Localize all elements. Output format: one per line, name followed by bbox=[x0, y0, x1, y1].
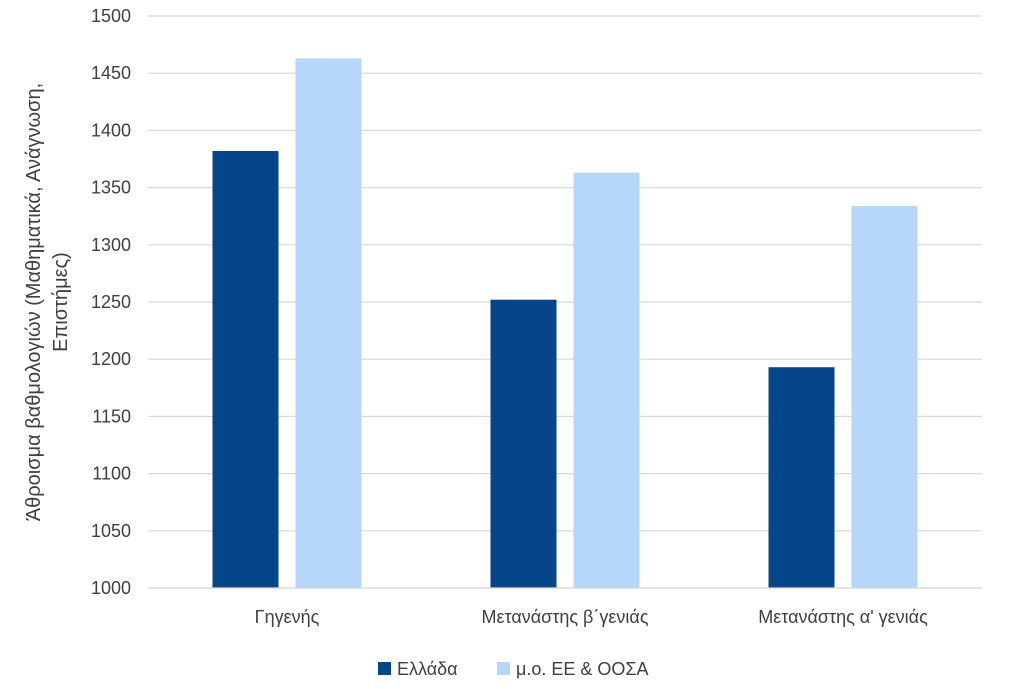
y-axis-label: Άθροισμα βαθμολογιών (Μαθηματικά, Ανάγνω… bbox=[23, 83, 72, 521]
y-axis-label-line: Επιστήμες) bbox=[50, 252, 72, 352]
gridlines bbox=[148, 15, 982, 589]
legend-swatch-greece bbox=[378, 662, 391, 675]
y-tick-label: 1200 bbox=[91, 349, 131, 369]
y-tick-label: 1050 bbox=[91, 521, 131, 541]
y-tick-labels: 1000 1050 1100 1150 1200 1250 1300 1350 1400 1450… bbox=[91, 6, 131, 598]
y-tick-label: 1350 bbox=[91, 178, 131, 198]
bar-greece bbox=[490, 299, 557, 588]
y-tick-label: 1250 bbox=[91, 292, 131, 312]
y-tick-label: 1450 bbox=[91, 63, 131, 83]
legend-label: Ελλάδα bbox=[397, 659, 458, 679]
legend-swatch-eu-oecd-average bbox=[497, 662, 510, 675]
y-axis-label-line: Άθροισμα βαθμολογιών (Μαθηματικά, Ανάγνω… bbox=[23, 83, 45, 521]
y-tick-label: 1150 bbox=[92, 406, 131, 426]
x-tick-label: Μετανάστης β΄γενιάς bbox=[481, 607, 648, 627]
y-tick-label: 1100 bbox=[92, 464, 131, 484]
x-tick-labels: Γηγενής Μετανάστης β΄γενιάς Μετανάστης α' … bbox=[255, 607, 928, 627]
bar-eu-oecd-average bbox=[851, 205, 918, 589]
x-tick-label: Γηγενής bbox=[255, 607, 320, 627]
bars bbox=[212, 58, 918, 589]
y-tick-label: 1500 bbox=[91, 6, 131, 26]
bar-eu-oecd-average bbox=[295, 58, 362, 588]
y-tick-label: 1300 bbox=[91, 235, 131, 255]
y-tick-label: 1400 bbox=[91, 120, 131, 140]
legend-label: μ.ο. ΕΕ & ΟΟΣΑ bbox=[516, 659, 649, 679]
y-tick-label: 1000 bbox=[91, 578, 131, 598]
bar-eu-oecd-average bbox=[573, 172, 640, 588]
x-tick-label: Μετανάστης α' γενιάς bbox=[758, 607, 928, 627]
legend: Ελλάδα μ.ο. ΕΕ & ΟΟΣΑ bbox=[378, 659, 649, 679]
bar-greece bbox=[212, 150, 279, 588]
bar-greece bbox=[768, 367, 835, 588]
